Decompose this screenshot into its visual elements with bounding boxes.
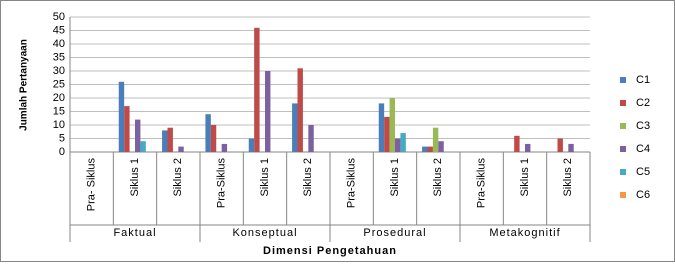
legend-label: C4 (636, 143, 650, 155)
bar (124, 106, 130, 152)
legend-swatch (620, 146, 626, 152)
x-tick-label: Siklus 1 (259, 158, 271, 197)
group-label: Faktual (113, 227, 156, 239)
legend-swatch (620, 192, 626, 198)
x-tick-label: Siklus 1 (519, 158, 531, 197)
legend-swatch (620, 169, 626, 175)
bar (378, 103, 385, 152)
x-tick-label: Siklus 2 (432, 158, 444, 197)
legend-label: C1 (636, 74, 650, 86)
group-label: Metakognitif (489, 227, 560, 239)
bar (389, 98, 395, 152)
bar (118, 81, 125, 152)
bar (525, 143, 531, 152)
bar (248, 138, 255, 152)
bar (265, 71, 271, 152)
bar (514, 135, 520, 152)
x-tick-label: Pra- Siklus (86, 158, 98, 212)
legend-label: C6 (636, 189, 650, 201)
bar (400, 133, 406, 152)
bar (162, 130, 168, 152)
y-tick-label: 45 (53, 24, 65, 36)
x-tick-label: Pra-Siklus (216, 158, 228, 209)
legend-label: C3 (636, 120, 650, 132)
bar (422, 146, 428, 152)
x-tick-label: Pra-Siklus (476, 158, 488, 209)
bar (205, 114, 211, 152)
bar (167, 127, 173, 152)
bar (292, 103, 298, 152)
y-tick-label: 20 (53, 92, 65, 104)
x-tick-label: Siklus 1 (389, 158, 401, 197)
x-tick-label: Siklus 2 (562, 158, 574, 197)
legend-swatch (620, 77, 626, 83)
bar (308, 125, 314, 152)
group-label: Prosedural (363, 227, 426, 239)
bar (178, 146, 184, 152)
y-tick-label: 5 (59, 132, 65, 144)
bar (254, 27, 260, 152)
bar (221, 143, 228, 152)
bar (210, 125, 217, 152)
x-tick-label: Siklus 1 (129, 158, 141, 197)
y-tick-label: 40 (53, 38, 65, 50)
bar (557, 138, 563, 152)
x-tick-label: Pra-Siklus (346, 158, 358, 209)
x-tick-label: Siklus 2 (172, 158, 184, 197)
x-tick-label: Siklus 2 (302, 158, 314, 197)
bar (427, 146, 433, 152)
bar (432, 127, 439, 152)
x-axis-title: Dimensi Pengetahuan (263, 245, 397, 257)
bar (395, 138, 401, 152)
y-axis-title: Jumlah Pertanyaan (19, 39, 30, 131)
y-tick-label: 10 (53, 119, 65, 131)
y-tick-label: 35 (53, 51, 65, 63)
y-tick-label: 15 (53, 105, 65, 117)
bar (140, 141, 146, 152)
bar (568, 143, 574, 152)
bar (438, 141, 444, 152)
legend-label: C2 (636, 97, 650, 109)
y-tick-label: 30 (53, 65, 65, 77)
bar (297, 68, 303, 152)
legend-label: C5 (636, 166, 650, 178)
legend-swatch (620, 123, 626, 129)
y-tick-label: 0 (59, 146, 65, 158)
y-tick-label: 50 (53, 11, 65, 23)
bar (135, 119, 141, 152)
legend-swatch (620, 100, 626, 106)
group-label: Konseptual (232, 227, 297, 239)
bar (384, 116, 390, 152)
y-tick-label: 25 (53, 78, 65, 90)
